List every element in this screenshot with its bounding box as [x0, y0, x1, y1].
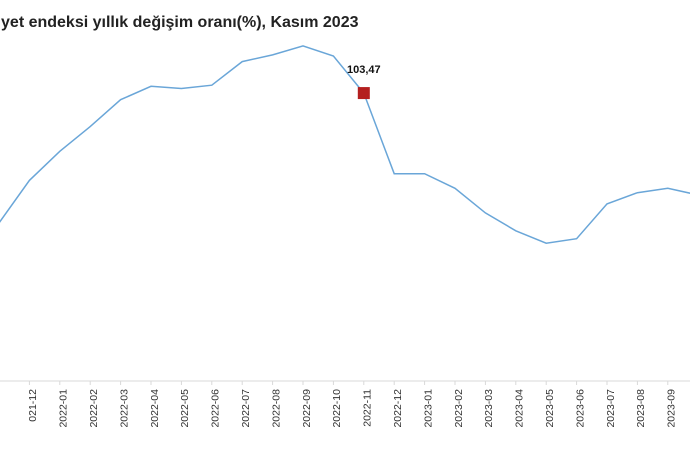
x-tick-label: 2022-08 — [270, 389, 282, 428]
series-line — [0, 45, 690, 244]
x-tick-label: 2022-10 — [331, 389, 343, 428]
x-tick-label: 2022-11 — [362, 389, 374, 427]
x-tick-label: 2022-07 — [240, 389, 252, 428]
x-tick-label: 2023-01 — [422, 389, 434, 428]
x-tick-label: 2023-05 — [544, 389, 556, 428]
x-tick-label: 2023-07 — [605, 389, 617, 428]
x-tick-label: 2022-12 — [392, 389, 404, 428]
x-tick-label: 2022-03 — [118, 389, 130, 428]
data-label: 103,47 — [347, 64, 381, 76]
x-tick-label: 2022-01 — [58, 389, 70, 428]
x-tick-label: 2023-09 — [666, 389, 678, 428]
x-tick-label: 2023-06 — [574, 389, 586, 428]
x-tick-label: 2022-04 — [149, 389, 161, 428]
x-tick-label: 2023-08 — [635, 389, 647, 428]
chart-title: maliyet endeksi yıllık değişim oranı(%),… — [0, 14, 359, 31]
x-tick-label: 2022-05 — [179, 389, 191, 428]
x-tick-label: 2022-09 — [301, 389, 313, 428]
highlight-marker — [357, 87, 370, 100]
x-tick-label: 2023-03 — [483, 389, 495, 428]
x-tick-label: 2023-04 — [514, 389, 526, 428]
x-tick-label: 2022-02 — [88, 389, 100, 428]
x-tick-label: 021-12 — [27, 389, 39, 422]
x-tick-label: 2023-02 — [453, 389, 465, 428]
x-tick-label: 2022-06 — [210, 389, 222, 428]
